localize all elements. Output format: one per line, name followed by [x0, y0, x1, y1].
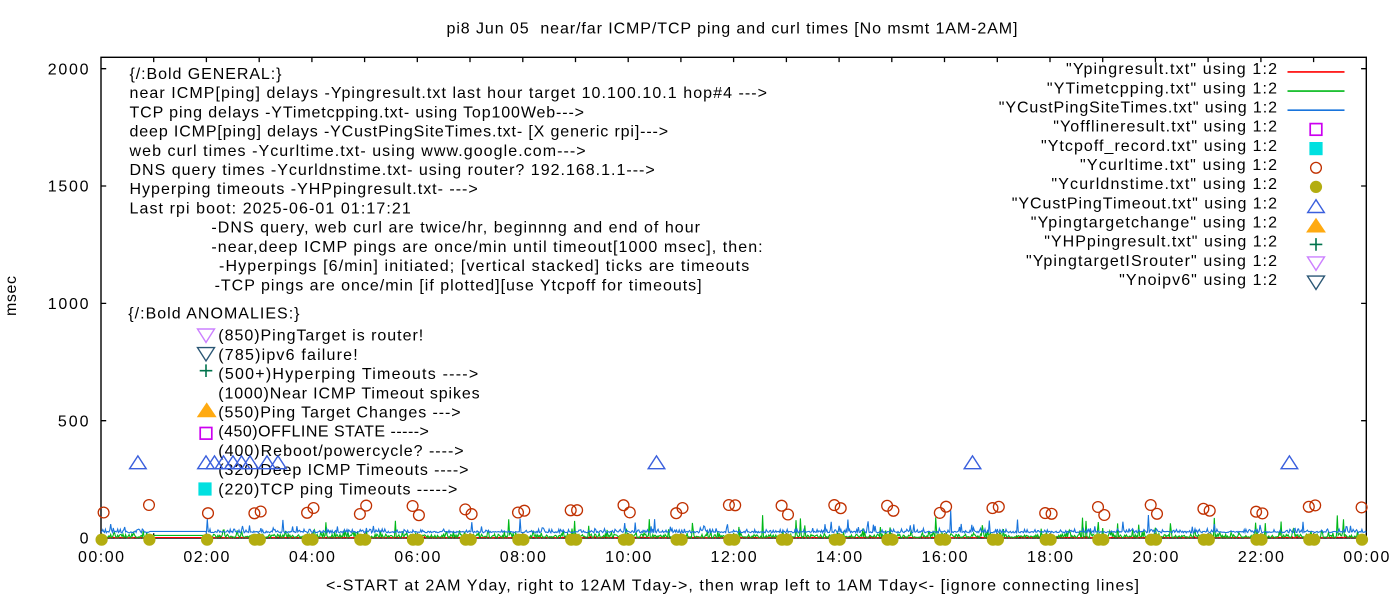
svg-text:"YCustPingTimeout.txt" using 1: "YCustPingTimeout.txt" using 1:2	[1012, 195, 1277, 212]
svg-text:"Ycurldnstime.txt" using 1:2: "Ycurldnstime.txt" using 1:2	[1051, 176, 1277, 193]
svg-text:04:00: 04:00	[289, 549, 335, 566]
svg-text:"Ypingtargetchange" using 1:2: "Ypingtargetchange" using 1:2	[1031, 215, 1277, 232]
svg-text:"YTimetcpping.txt" using 1:2: "YTimetcpping.txt" using 1:2	[1047, 80, 1277, 97]
svg-text:near ICMP[ping] delays -Ypingr: near ICMP[ping] delays -Ypingresult.txt …	[130, 85, 768, 102]
svg-text:(785)ipv6 failure!: (785)ipv6 failure!	[218, 347, 357, 364]
svg-text:2000: 2000	[48, 61, 89, 78]
svg-text:(320)Deep ICMP Timeouts ---->: (320)Deep ICMP Timeouts ---->	[218, 462, 468, 479]
svg-text:<-START at 2AM Yday, right to: <-START at 2AM Yday, right to 12AM Tday-…	[326, 578, 1139, 595]
svg-text:"YpingtargetISrouter" using 1:: "YpingtargetISrouter" using 1:2	[1026, 253, 1277, 270]
svg-text:20:00: 20:00	[1132, 549, 1178, 566]
svg-text:deep ICMP[ping] delays -YCustP: deep ICMP[ping] delays -YCustPingSiteTim…	[130, 124, 669, 141]
svg-text:"YHPpingresult.txt" using 1:2: "YHPpingresult.txt" using 1:2	[1044, 234, 1277, 251]
svg-text:"YCustPingSiteTimes.txt" using: "YCustPingSiteTimes.txt" using 1:2	[999, 99, 1277, 116]
svg-text:msec: msec	[3, 276, 20, 316]
svg-text:(500+)Hyperping Timeouts ---->: (500+)Hyperping Timeouts ---->	[218, 366, 478, 383]
svg-text:pi8 Jun 05 near/far ICMP/TCP: pi8 Jun 05 near/far ICMP/TCP ping and cu…	[447, 21, 1018, 38]
svg-text:02:00: 02:00	[183, 549, 229, 566]
svg-text:"Ypingresult.txt" using 1:2: "Ypingresult.txt" using 1:2	[1066, 61, 1277, 78]
svg-text:1000: 1000	[48, 296, 89, 313]
svg-text:1500: 1500	[48, 179, 89, 196]
svg-text:0: 0	[80, 531, 89, 548]
svg-text:12:00: 12:00	[711, 549, 757, 566]
svg-text:"Ytcpoff_record.txt" using 1:2: "Ytcpoff_record.txt" using 1:2	[1041, 138, 1277, 155]
svg-text:-DNS query, web curl are twice: -DNS query, web curl are twice/hr, begin…	[211, 220, 700, 237]
svg-text:"Ynoipv6" using 1:2: "Ynoipv6" using 1:2	[1119, 272, 1277, 289]
svg-text:10:00: 10:00	[605, 549, 651, 566]
svg-text:(850)PingTarget is router!: (850)PingTarget is router!	[218, 328, 423, 345]
svg-text:"Ycurltime.txt" using 1:2: "Ycurltime.txt" using 1:2	[1080, 157, 1277, 174]
svg-text:{/:Bold GENERAL:}: {/:Bold GENERAL:}	[130, 66, 283, 83]
svg-text:16:00: 16:00	[921, 549, 967, 566]
svg-text:DNS query times -Ycurldnstime.: DNS query times -Ycurldnstime.txt- using…	[130, 162, 655, 179]
svg-text:08:00: 08:00	[500, 549, 546, 566]
svg-text:Last rpi boot: 2025-06-01 01:1: Last rpi boot: 2025-06-01 01:17:21	[130, 201, 411, 218]
svg-text:14:00: 14:00	[816, 549, 862, 566]
svg-text:500: 500	[58, 413, 89, 430]
svg-text:-TCP pings are once/min [if pl: -TCP pings are once/min [if plotted][use…	[215, 277, 702, 294]
svg-text:18:00: 18:00	[1027, 549, 1073, 566]
svg-text:(220)TCP ping Timeouts ----->: (220)TCP ping Timeouts ----->	[218, 481, 457, 498]
svg-text:(1000)Near ICMP Timeout spikes: (1000)Near ICMP Timeout spikes	[218, 385, 479, 402]
svg-text:22:00: 22:00	[1238, 549, 1284, 566]
svg-text:-Hyperpings [6/min] initiated;: -Hyperpings [6/min] initiated; [vertical…	[219, 258, 749, 275]
svg-text:-near,deep ICMP pings are once: -near,deep ICMP pings are once/min until…	[211, 239, 762, 256]
svg-text:web curl times -Ycurltime.txt-: web curl times -Ycurltime.txt- using www…	[129, 143, 586, 160]
svg-text:TCP ping delays -YTimetcpping.: TCP ping delays -YTimetcpping.txt- using…	[130, 104, 585, 121]
svg-text:Hyperping timeouts -YHPpingres: Hyperping timeouts -YHPpingresult.txt- -…	[130, 181, 478, 198]
svg-text:(450)OFFLINE STATE ----->: (450)OFFLINE STATE ----->	[218, 424, 429, 441]
svg-text:(550)Ping Target Changes --->: (550)Ping Target Changes --->	[218, 405, 460, 422]
svg-text:(400)Reboot/powercycle? ---->: (400)Reboot/powercycle? ---->	[218, 443, 463, 460]
svg-text:"Yofflineresult.txt" using 1:2: "Yofflineresult.txt" using 1:2	[1053, 119, 1277, 136]
svg-text:00:00: 00:00	[1343, 549, 1389, 566]
svg-text:00:00: 00:00	[78, 549, 124, 566]
svg-text:{/:Bold ANOMALIES:}: {/:Bold ANOMALIES:}	[128, 305, 300, 322]
svg-text:06:00: 06:00	[394, 549, 440, 566]
